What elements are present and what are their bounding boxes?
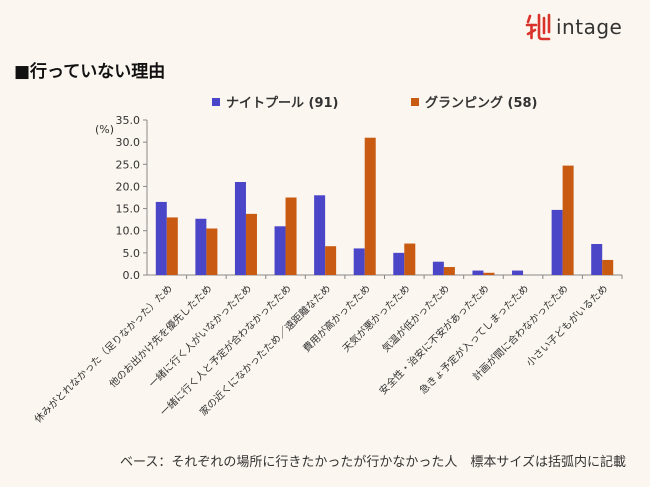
y-tick-label: 25.0	[116, 158, 141, 171]
bar	[314, 195, 326, 275]
legend-swatch	[212, 98, 220, 106]
logo-text: intage	[556, 15, 623, 39]
bar	[404, 243, 416, 275]
bar	[155, 201, 167, 275]
bar	[234, 182, 246, 275]
bar	[432, 261, 444, 275]
bar	[602, 259, 614, 275]
y-unit-label: (%)	[95, 123, 114, 136]
bar	[274, 226, 286, 275]
bar	[364, 137, 376, 275]
y-tick-label: 5.0	[123, 247, 141, 260]
y-tick-label: 15.0	[116, 203, 141, 216]
footnote: ベース：それぞれの場所に行きたかったが行かなかった人 標本サイズは括弧内に記載	[120, 455, 626, 470]
page-title: ■行っていない理由	[14, 62, 166, 82]
category-label: 休みがとれなかった（足りなかった）ため	[31, 282, 175, 426]
category-label: 天気が悪かったため	[340, 282, 413, 355]
bar	[285, 197, 297, 275]
y-tick-label: 0.0	[123, 269, 141, 282]
legend-label: ナイトプール (91)	[226, 96, 339, 111]
y-tick-label: 30.0	[116, 136, 141, 149]
bar	[206, 228, 218, 275]
bar	[512, 270, 524, 275]
bar	[472, 270, 484, 275]
y-tick-label: 20.0	[116, 180, 141, 193]
intage-logo-mark	[525, 13, 551, 41]
category-label: 気温が低かったため	[379, 282, 452, 355]
y-tick-label: 10.0	[116, 225, 141, 238]
bar	[591, 244, 603, 275]
bar	[166, 217, 178, 275]
bar	[551, 209, 563, 275]
bar	[195, 218, 207, 275]
bar	[443, 267, 455, 275]
bar	[562, 165, 574, 275]
category-label: 費用が高かったため	[300, 282, 373, 355]
bar	[393, 252, 405, 275]
bar	[325, 246, 337, 275]
bar	[245, 213, 257, 275]
y-tick-label: 35.0	[116, 114, 141, 127]
bar	[483, 272, 495, 275]
bar-chart: 0.0 5.0 10.0 15.0 20.0 25.0 30.0 35.0(%) ナイトプール …	[31, 95, 623, 426]
bar	[353, 248, 365, 275]
intage-logo: intage	[525, 12, 622, 42]
legend-label: グランピング (58)	[425, 95, 538, 111]
legend-swatch	[411, 98, 419, 106]
